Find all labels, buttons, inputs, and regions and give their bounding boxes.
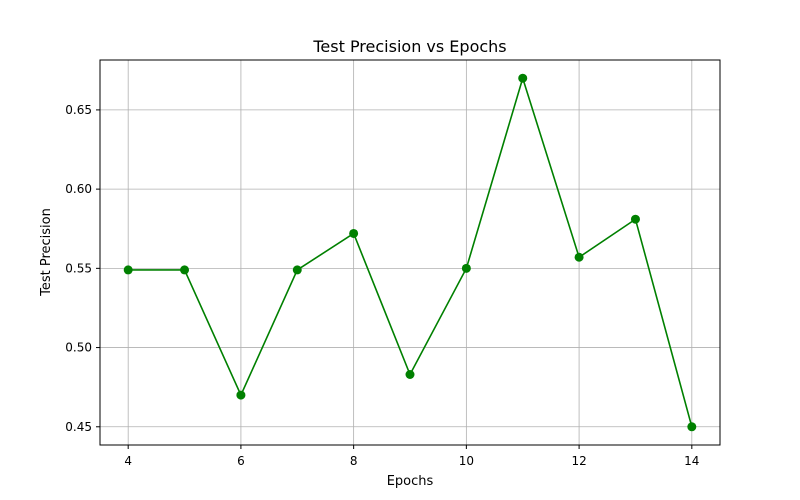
data-point: [349, 228, 359, 238]
x-tick-label: 8: [350, 454, 358, 468]
y-tick-label: 0.65: [65, 103, 92, 117]
data-point: [518, 73, 528, 83]
data-point: [236, 390, 246, 400]
y-axis-label: Test Precision: [39, 208, 54, 297]
data-point: [461, 263, 471, 273]
data-point: [630, 214, 640, 224]
y-tick-label: 0.55: [65, 261, 92, 275]
data-point: [687, 422, 697, 432]
x-tick-label: 12: [571, 454, 586, 468]
data-point: [405, 369, 415, 379]
y-tick-label: 0.50: [65, 341, 92, 355]
x-tick-label: 6: [237, 454, 245, 468]
y-tick-label: 0.60: [65, 182, 92, 196]
x-axis: 4 6 8 10 12 14: [124, 445, 699, 468]
x-tick-label: 4: [124, 454, 132, 468]
chart-title: Test Precision vs Epochs: [312, 37, 506, 56]
y-tick-label: 0.45: [65, 420, 92, 434]
x-tick-label: 14: [684, 454, 699, 468]
data-point: [180, 265, 190, 275]
x-axis-label: Epochs: [387, 474, 434, 489]
series-layer: [123, 73, 697, 432]
x-tick-label: 10: [459, 454, 474, 468]
data-point: [292, 265, 302, 275]
grid-lines: [100, 60, 720, 445]
plot-frame: [99, 59, 721, 446]
data-point: [123, 265, 133, 275]
y-axis: 0.45 0.50 0.55 0.60 0.65: [65, 103, 100, 434]
data-point: [574, 252, 584, 262]
